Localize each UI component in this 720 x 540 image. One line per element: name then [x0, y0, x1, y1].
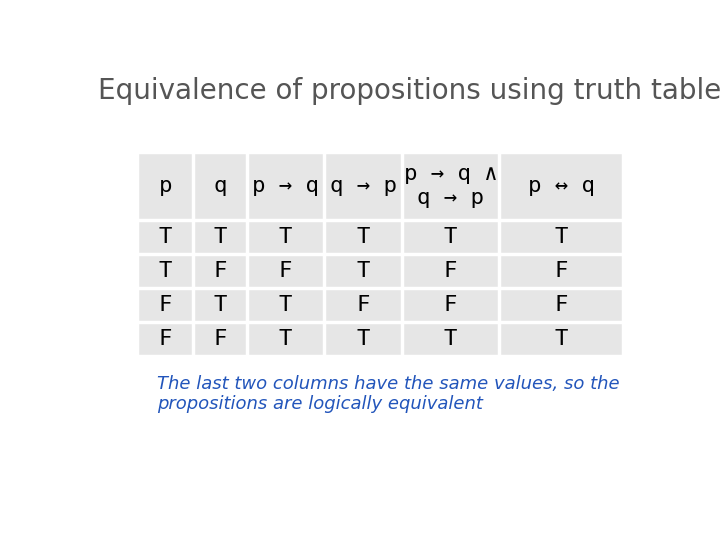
Text: F: F — [356, 295, 370, 315]
Text: T: T — [158, 261, 172, 281]
Text: T: T — [444, 227, 457, 247]
Text: T: T — [356, 261, 370, 281]
Text: F: F — [158, 295, 172, 315]
Text: F: F — [444, 295, 457, 315]
Bar — [138, 220, 623, 254]
Text: q: q — [213, 176, 227, 196]
Text: p ↔ q: p ↔ q — [528, 176, 595, 196]
Text: T: T — [279, 227, 292, 247]
Text: T: T — [444, 329, 457, 349]
Text: T: T — [213, 295, 227, 315]
Text: T: T — [554, 227, 567, 247]
Text: T: T — [356, 227, 370, 247]
Text: F: F — [554, 261, 567, 281]
Text: T: T — [158, 227, 172, 247]
Bar — [138, 288, 623, 322]
Bar — [138, 322, 623, 356]
Text: F: F — [279, 261, 292, 281]
Text: p → q ∧
q → p: p → q ∧ q → p — [404, 165, 498, 208]
Text: T: T — [356, 329, 370, 349]
Text: F: F — [213, 329, 227, 349]
Text: F: F — [158, 329, 172, 349]
Text: F: F — [554, 295, 567, 315]
Text: T: T — [213, 227, 227, 247]
Text: p → q: p → q — [252, 176, 319, 196]
Text: T: T — [279, 295, 292, 315]
Bar — [138, 152, 623, 220]
Text: T: T — [279, 329, 292, 349]
Bar — [138, 254, 623, 288]
Text: Equivalence of propositions using truth tables: Equivalence of propositions using truth … — [99, 77, 720, 105]
Text: F: F — [444, 261, 457, 281]
Text: The last two columns have the same values, so the
propositions are logically equ: The last two columns have the same value… — [157, 375, 620, 414]
Text: p: p — [158, 176, 172, 196]
Text: q → p: q → p — [330, 176, 397, 196]
Text: F: F — [213, 261, 227, 281]
Text: T: T — [554, 329, 567, 349]
